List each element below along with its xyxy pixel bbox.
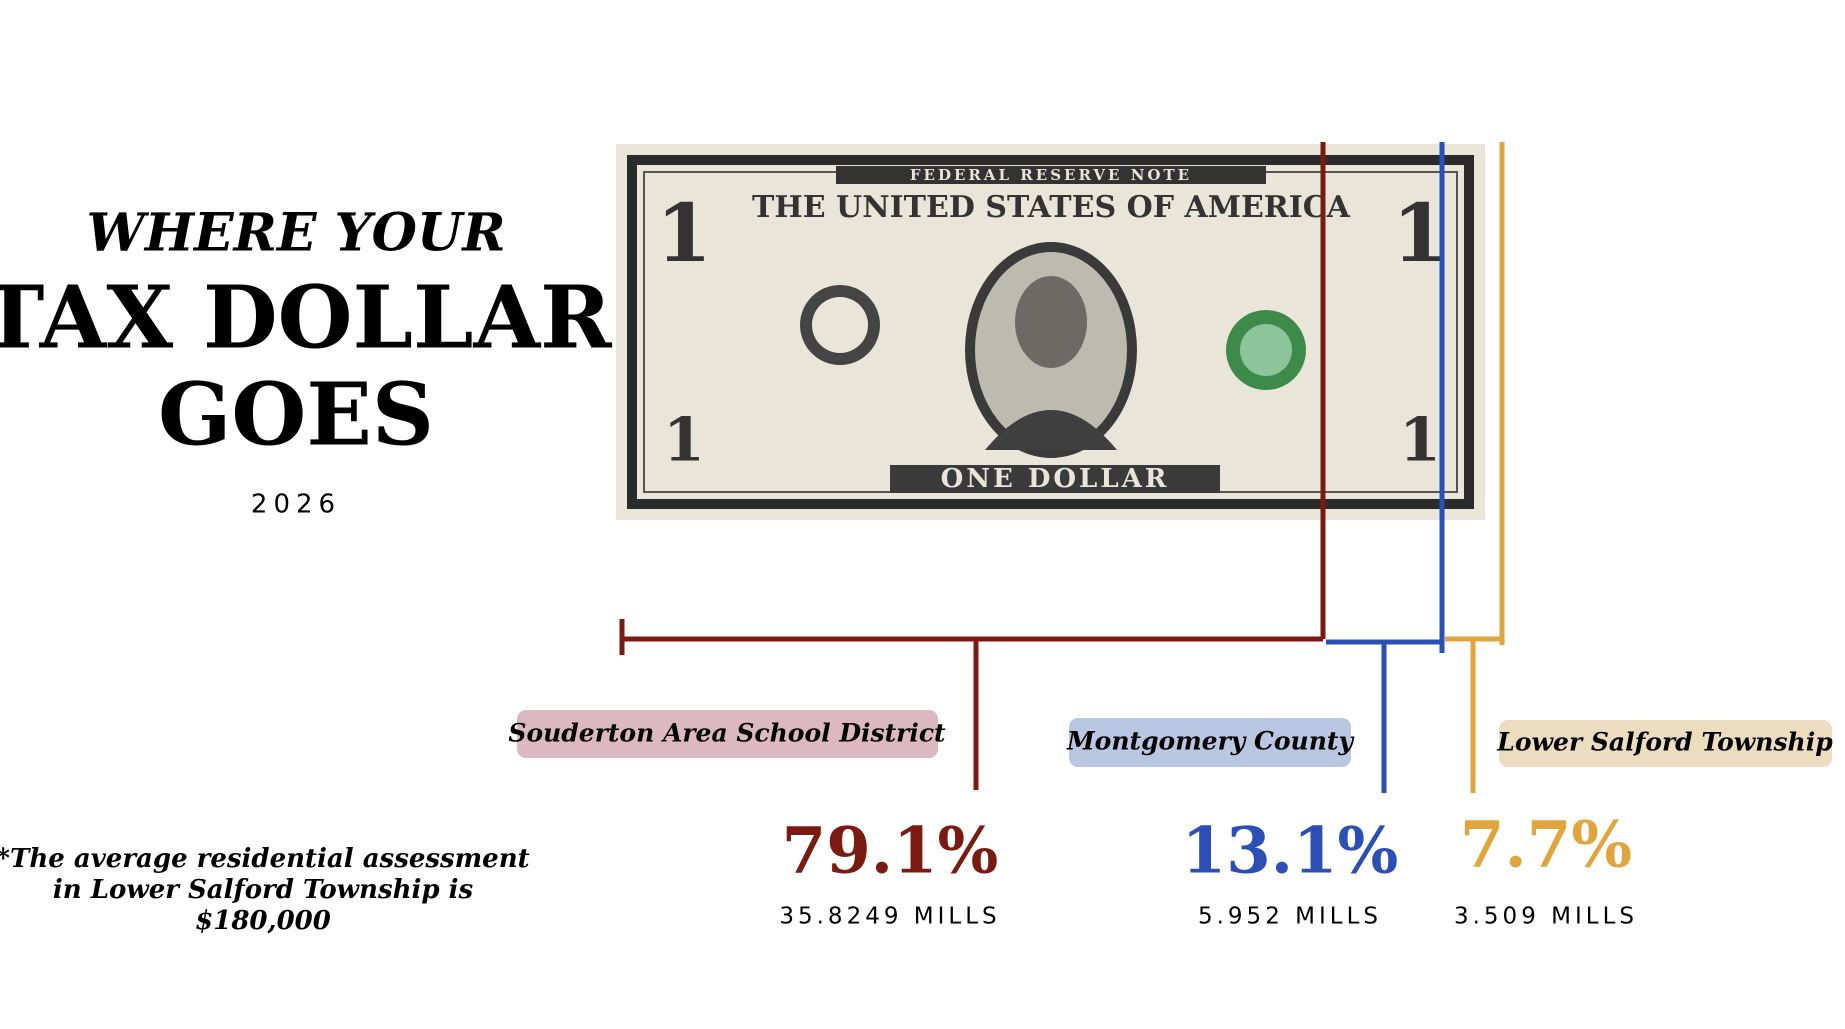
portrait-face [1015,276,1087,368]
segment-name: Lower Salford Township [1496,728,1833,757]
title-line: WHERE YOUR [86,203,505,264]
bill-text: FEDERAL RESERVE NOTE [910,166,1192,184]
dollar-bill: FEDERAL RESERVE NOTE THE UNITED STATES O… [616,144,1485,520]
segment-name: Souderton Area School District [508,719,946,748]
percent: 13.1% [1182,814,1399,889]
bill-corner: 1 [656,186,712,280]
label-box [517,710,938,758]
bill-text: ONE DOLLAR [941,464,1170,494]
mills: 3.509 MILLS [1454,904,1638,930]
label-box [1499,720,1832,767]
note-line: $180,000 [195,906,331,936]
seal [812,297,868,353]
note-line: *The average residential assessment [0,844,530,874]
segment-name: Montgomery County [1066,727,1354,756]
percent: 79.1% [782,814,999,889]
bill-corner: 1 [1392,186,1448,280]
portrait-body [985,410,1117,450]
bill-corner: 1 [1399,406,1441,476]
mills: 35.8249 MILLS [779,904,1000,930]
bill-text: THE UNITED STATES OF AMERICA [752,190,1351,225]
bill-border [627,155,1474,509]
percent: 7.7% [1460,808,1632,883]
bill-corner: 1 [663,406,705,476]
note-line: in Lower Salford Township is [53,875,474,905]
treasury-seal [1240,324,1292,376]
mills: 5.952 MILLS [1198,904,1382,930]
brackets [619,142,1505,793]
title-line: TAX DOLLAR [0,268,612,369]
year: 2026 [251,490,341,520]
bill-banner [890,465,1220,493]
label-box [1069,718,1351,767]
title-line: GOES [158,365,434,466]
bill-banner [836,166,1266,184]
